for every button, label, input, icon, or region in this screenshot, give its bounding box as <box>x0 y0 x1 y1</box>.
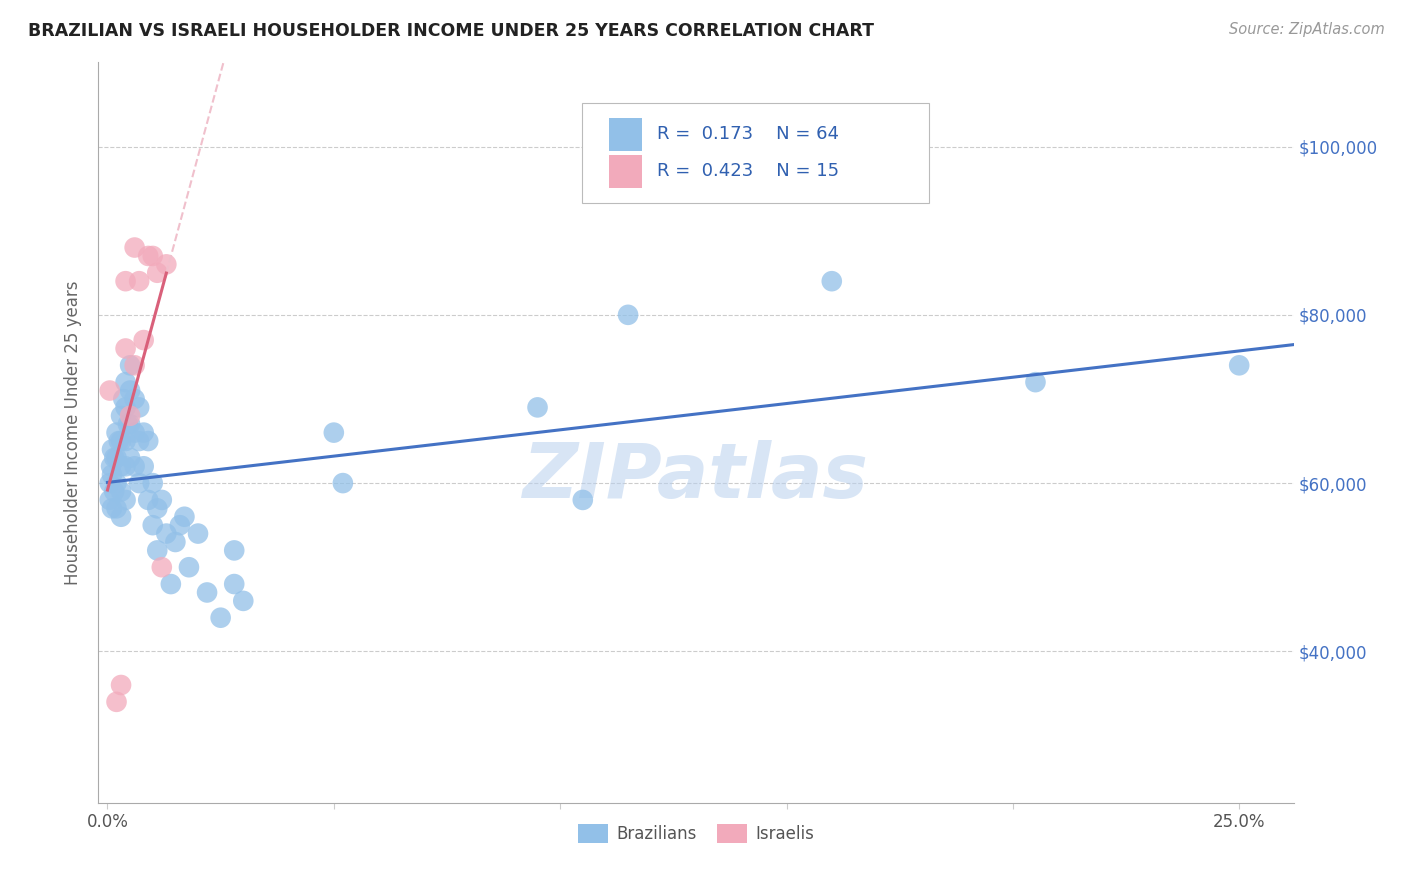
Point <box>120 359 142 373</box>
Point <box>105 450 128 465</box>
Point <box>160 577 183 591</box>
Point <box>332 476 354 491</box>
Point <box>132 425 155 440</box>
Point <box>526 401 548 415</box>
Point <box>103 450 125 465</box>
Point <box>150 560 173 574</box>
Point <box>150 492 173 507</box>
Bar <box>609 118 643 152</box>
Point <box>110 409 132 423</box>
FancyBboxPatch shape <box>582 103 929 203</box>
Point <box>142 249 165 263</box>
Point <box>136 492 159 507</box>
Point <box>173 509 195 524</box>
Point <box>98 476 121 491</box>
Point <box>169 518 191 533</box>
Point <box>110 459 132 474</box>
Point <box>132 333 155 347</box>
Point <box>1024 375 1046 389</box>
Point <box>110 434 132 448</box>
Point <box>105 501 128 516</box>
Legend: Brazilians, Israelis: Brazilians, Israelis <box>571 817 821 850</box>
Point <box>114 434 136 448</box>
Point <box>165 535 187 549</box>
Point <box>146 543 169 558</box>
Point <box>177 560 200 574</box>
Point <box>128 476 150 491</box>
Point <box>114 492 136 507</box>
Point <box>155 257 177 271</box>
Point <box>155 526 177 541</box>
Text: BRAZILIAN VS ISRAELI HOUSEHOLDER INCOME UNDER 25 YEARS CORRELATION CHART: BRAZILIAN VS ISRAELI HOUSEHOLDER INCOME … <box>28 22 875 40</box>
Point <box>107 434 129 448</box>
Point <box>821 274 844 288</box>
Point <box>98 492 121 507</box>
Point <box>110 484 132 499</box>
Text: R =  0.423    N = 15: R = 0.423 N = 15 <box>657 162 838 180</box>
Point <box>142 518 165 533</box>
Point <box>114 342 136 356</box>
Point <box>117 417 139 432</box>
Point <box>124 392 146 406</box>
Point <box>209 610 232 624</box>
Point <box>128 401 150 415</box>
Point <box>136 249 159 263</box>
Point <box>110 678 132 692</box>
Point <box>101 442 124 457</box>
Point <box>146 266 169 280</box>
Point <box>142 476 165 491</box>
Point <box>105 476 128 491</box>
Point <box>572 492 595 507</box>
Point <box>195 585 218 599</box>
Point <box>100 459 122 474</box>
Point <box>120 450 142 465</box>
Point <box>98 384 121 398</box>
Point <box>110 509 132 524</box>
Point <box>114 274 136 288</box>
Point <box>124 359 146 373</box>
Y-axis label: Householder Income Under 25 years: Householder Income Under 25 years <box>65 280 83 585</box>
Point <box>232 594 254 608</box>
Point <box>120 417 142 432</box>
Point <box>224 543 246 558</box>
Point <box>132 459 155 474</box>
Point <box>120 384 142 398</box>
Text: ZIPatlas: ZIPatlas <box>523 440 869 514</box>
Point <box>187 526 209 541</box>
Point <box>101 467 124 482</box>
Point <box>101 501 124 516</box>
Point <box>114 375 136 389</box>
Point <box>1227 359 1250 373</box>
Point <box>114 459 136 474</box>
Point <box>128 434 150 448</box>
Point <box>105 695 128 709</box>
Point <box>224 577 246 591</box>
Point <box>112 392 135 406</box>
Text: R =  0.173    N = 64: R = 0.173 N = 64 <box>657 125 838 144</box>
Bar <box>609 155 643 188</box>
Point <box>136 434 159 448</box>
Point <box>124 425 146 440</box>
Point <box>322 425 344 440</box>
Point <box>114 401 136 415</box>
Point <box>124 459 146 474</box>
Text: Source: ZipAtlas.com: Source: ZipAtlas.com <box>1229 22 1385 37</box>
Point <box>103 484 125 499</box>
Point <box>128 274 150 288</box>
Point <box>617 308 640 322</box>
Point <box>146 501 169 516</box>
Point <box>120 409 142 423</box>
Point <box>124 240 146 254</box>
Point <box>105 425 128 440</box>
